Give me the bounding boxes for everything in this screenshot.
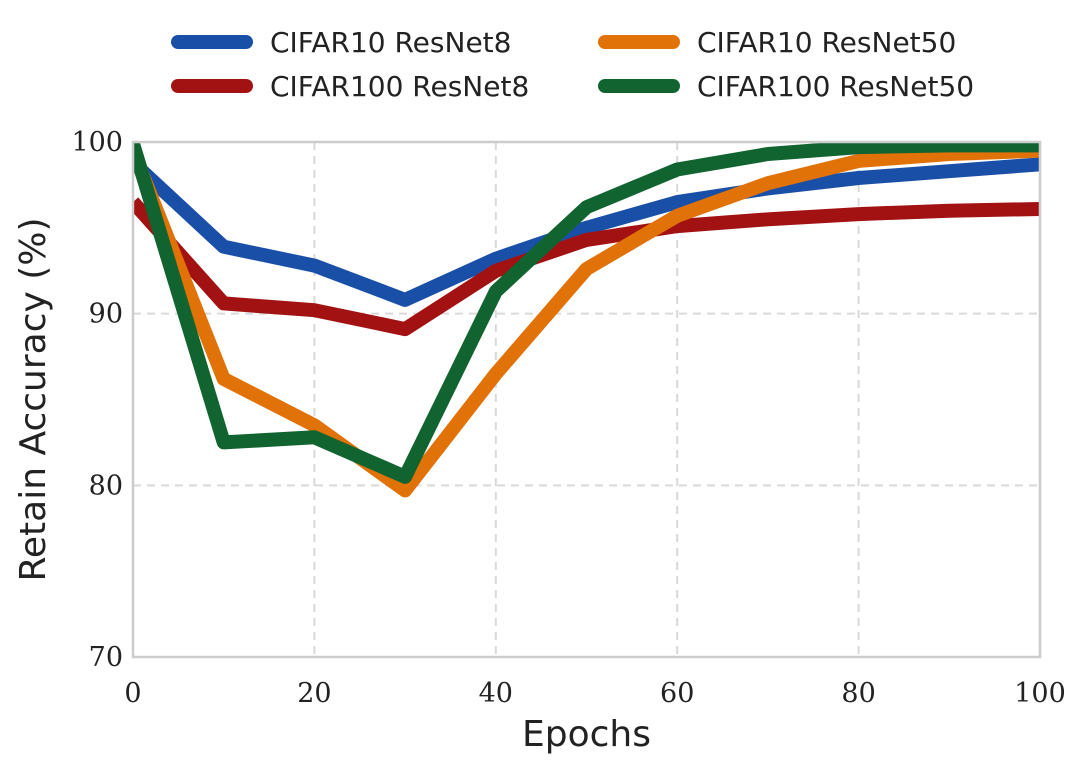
grid [133, 142, 1040, 657]
y-tick-label: 80 [89, 470, 123, 501]
x-tick-label: 100 [1014, 678, 1066, 709]
y-tick-label: 90 [89, 299, 123, 330]
y-tick-label: 70 [89, 642, 123, 673]
legend-item: CIFAR100 ResNet50 [598, 70, 974, 103]
legend-item: CIFAR10 ResNet8 [171, 26, 511, 59]
legend-label: CIFAR10 ResNet50 [697, 26, 956, 59]
legend: CIFAR10 ResNet8 CIFAR100 ResNet8 CIFAR10 R… [171, 26, 974, 103]
y-tick-label: 100 [71, 127, 123, 158]
x-tick-label: 60 [660, 678, 694, 709]
plot-frame [131, 140, 1042, 659]
series-lines [133, 142, 1040, 498]
legend-item: CIFAR100 ResNet8 [171, 70, 529, 103]
y-axis-title: Retain Accuracy (%) [13, 217, 54, 581]
series-line-cifar100-resnet8 [133, 197, 1040, 337]
legend-label: CIFAR10 ResNet8 [270, 26, 511, 59]
legend-item: CIFAR10 ResNet50 [598, 26, 956, 59]
series-line-cifar100-resnet50 [133, 142, 1040, 484]
series-line-cifar10-resnet50 [133, 143, 1040, 498]
x-tick-label: 0 [124, 678, 141, 709]
x-tick-label: 80 [841, 678, 875, 709]
legend-label: CIFAR100 ResNet8 [270, 70, 529, 103]
legend-label: CIFAR100 ResNet50 [697, 70, 974, 103]
tick-labels: 0 20 40 60 80 100 70 80 90 100 [71, 127, 1065, 709]
x-tick-label: 40 [479, 678, 513, 709]
series-line-cifar10-resnet8 [133, 157, 1040, 307]
x-axis-title: Epochs [522, 714, 651, 755]
x-tick-label: 20 [297, 678, 331, 709]
